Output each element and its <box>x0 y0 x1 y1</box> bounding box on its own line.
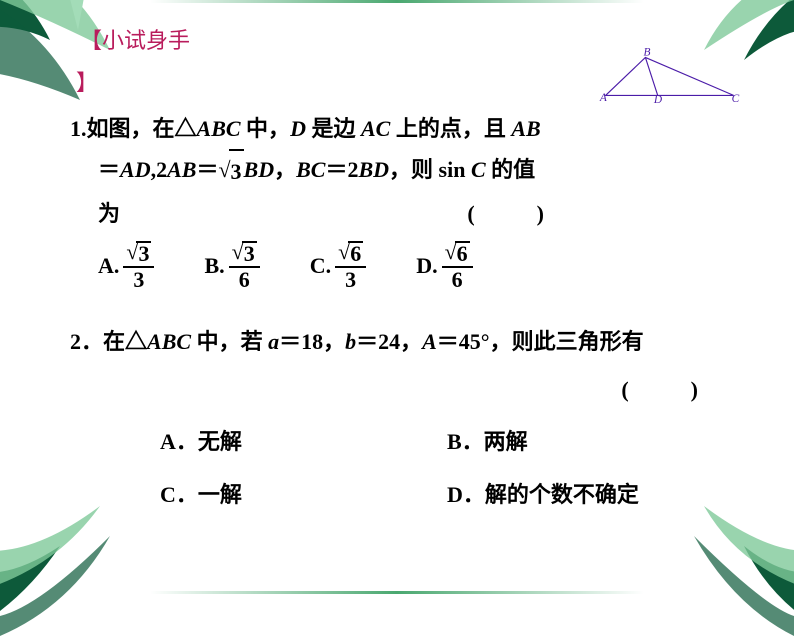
q2-options: A．无解 B．两解 C．一解 D．解的个数不确定 <box>70 421 734 517</box>
q1-ad: AD <box>120 157 151 182</box>
q1-a-frac: √3 3 <box>123 241 154 291</box>
q2-num: 2． <box>70 329 103 354</box>
decor-line-bottom <box>150 591 644 594</box>
q1-c2: ， <box>274 157 296 182</box>
q1-c-den: 3 <box>345 268 356 291</box>
q2-paren-row: ( ) <box>70 369 734 411</box>
q1-l3: 为 <box>98 193 120 235</box>
q1-line1: 1.如图，在△ABC 中，D 是边 AC 上的点，且 AB <box>70 108 734 150</box>
q1-opt-d: D. √6 6 <box>416 241 472 291</box>
q1-ac: AC <box>361 116 390 141</box>
q1-b-label: B. <box>204 245 224 287</box>
q2-a: a <box>268 329 279 354</box>
q1-bd2: BD <box>358 157 389 182</box>
q2-paren: ( ) <box>621 369 704 411</box>
q1-two: 2 <box>156 157 167 182</box>
q1-c-label: C. <box>310 245 331 287</box>
q1-ab2: AB <box>167 157 196 182</box>
q2-line1: 2．在△ABC 中，若 a＝18，b＝24，A＝45°，则此三角形有 <box>70 321 734 363</box>
q1-d-frac: √6 6 <box>442 241 473 291</box>
q1-bd: BD <box>244 157 275 182</box>
decor-line-top <box>150 0 644 3</box>
q2-opt-c: C．一解 <box>160 474 447 516</box>
q1-opt-a: A. √3 3 <box>98 241 154 291</box>
q1-sqrt3: 3 <box>229 149 244 193</box>
q2-opt-b: B．两解 <box>447 421 734 463</box>
question-2: 2．在△ABC 中，若 a＝18，b＝24，A＝45°，则此三角形有 ( ) A… <box>70 321 734 516</box>
q2-opt-a: A．无解 <box>160 421 447 463</box>
q1-c-num: 6 <box>348 241 363 265</box>
q2-m1: 中，若 <box>191 329 268 354</box>
q1-m1: 中， <box>241 116 291 141</box>
q1-d-den: 6 <box>452 268 463 291</box>
q1-num: 1. <box>70 116 87 141</box>
q1-b-den: 6 <box>239 268 250 291</box>
q1-c-frac: √6 3 <box>335 241 366 291</box>
q1-b-num: 3 <box>242 241 257 265</box>
q1-opt-c: C. √6 3 <box>310 241 366 291</box>
title-line1: 【小试身手 <box>80 28 190 53</box>
q2-avar: A <box>422 329 437 354</box>
q1-opt-b: B. √3 6 <box>204 241 259 291</box>
q1-options: A. √3 3 B. √3 6 C. √6 3 <box>70 241 734 291</box>
q1-tail: ，则 sin <box>389 157 471 182</box>
q2-abc: ABC <box>147 329 191 354</box>
q1-b-frac: √3 6 <box>229 241 260 291</box>
q1-d-num: 6 <box>455 241 470 265</box>
section-title: 【小试身手 】 <box>80 20 734 104</box>
q1-bc: BC <box>296 157 325 182</box>
q1-tail2: 的值 <box>486 157 536 182</box>
q1-a-num: 3 <box>136 241 151 265</box>
content-area: 【小试身手 】 1.如图，在△ABC 中，D 是边 AC 上的点，且 AB ＝A… <box>70 20 734 516</box>
q1-ab: AB <box>511 116 540 141</box>
q1-a-den: 3 <box>133 268 144 291</box>
q1-abc: ABC <box>197 116 241 141</box>
title-line2: 】 <box>76 70 98 95</box>
q1-a-label: A. <box>98 245 119 287</box>
q1-d: D <box>290 116 306 141</box>
q2-b: b <box>345 329 356 354</box>
q1-line3: 为 ( ) <box>70 193 550 235</box>
question-1: 1.如图，在△ABC 中，D 是边 AC 上的点，且 AB ＝AD,2AB＝√3… <box>70 108 734 291</box>
q1-m2: 是边 <box>306 116 361 141</box>
q1-eq1: ＝ <box>98 157 120 182</box>
q2-pre: 在△ <box>103 329 147 354</box>
q1-eq3: ＝2 <box>325 157 358 182</box>
q1-d-label: D. <box>416 245 437 287</box>
q2-opt-d: D．解的个数不确定 <box>447 474 734 516</box>
q1-sqrt: √3 <box>218 149 243 193</box>
q1-paren: ( ) <box>467 193 550 235</box>
q1-cvar: C <box>471 157 486 182</box>
q1-m3: 上的点，且 <box>390 116 511 141</box>
q1-l1a: 如图，在△ <box>87 116 197 141</box>
q2-eq3: ＝45°，则此三角形有 <box>437 329 644 354</box>
q1-line2: ＝AD,2AB＝√3BD，BC＝2BD，则 sin C 的值 <box>70 149 734 193</box>
q2-eq2: ＝24， <box>356 329 422 354</box>
q2-eq1: ＝18， <box>279 329 345 354</box>
q1-eq2: ＝ <box>196 157 218 182</box>
